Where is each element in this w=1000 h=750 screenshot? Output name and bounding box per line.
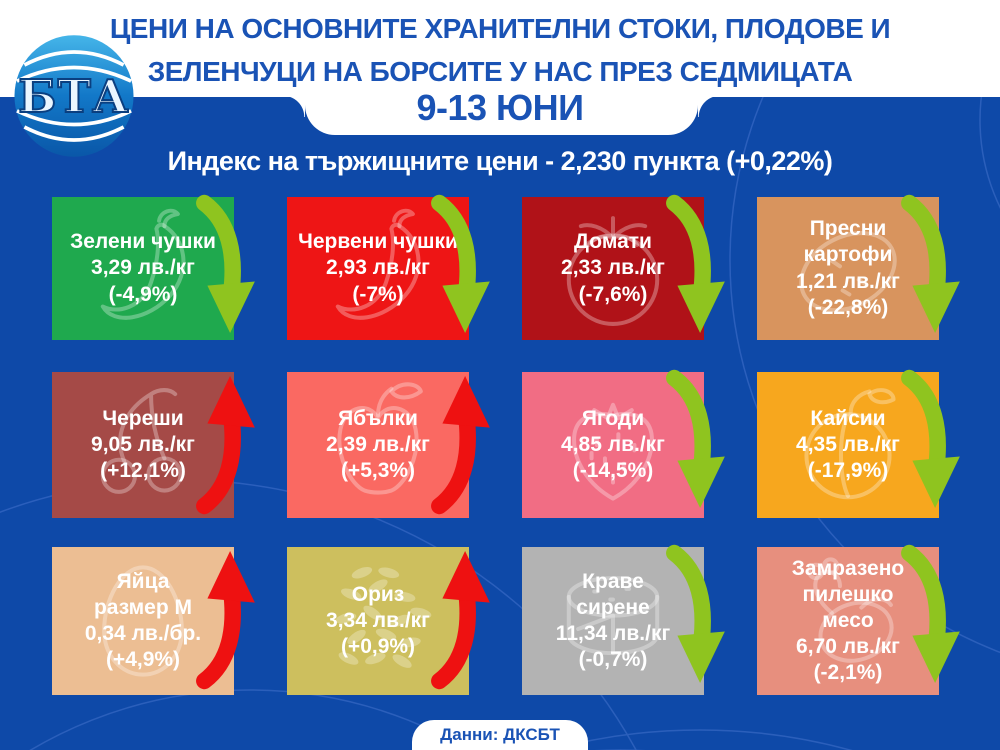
card-background — [522, 547, 704, 695]
product-change: (-7%) — [352, 282, 404, 306]
card-background — [52, 547, 234, 695]
price-card: Зелени чушки 3,29 лв./кг (-4,9%) — [52, 197, 234, 340]
card-background — [757, 547, 939, 695]
period-label: 9-13 ЮНИ — [416, 87, 584, 128]
product-price: 3,29 лв./кг — [91, 256, 195, 280]
card-background — [757, 372, 939, 518]
product-change: (-22,8%) — [807, 295, 889, 319]
price-card: Пресни картофи 1,21 лв./кг (-22,8%) — [757, 197, 939, 340]
product-name: Череши — [102, 406, 184, 430]
trend-down-icon — [429, 191, 495, 343]
product-change: (-17,9%) — [807, 459, 889, 483]
product-name: Червени чушки — [298, 230, 458, 254]
product-name: Пресни картофи — [803, 217, 893, 267]
product-price: 4,85 лв./кг — [561, 432, 665, 456]
product-price: 2,39 лв./кг — [326, 432, 430, 456]
tab-fillet-right — [698, 95, 720, 117]
trend-down-icon — [664, 366, 730, 518]
product-name: Ябълки — [338, 406, 418, 430]
trend-down-icon — [664, 191, 730, 343]
trend-down-icon — [194, 191, 260, 343]
price-card: Череши 9,05 лв./кг (+12,1%) — [52, 372, 234, 518]
product-change: (-7,6%) — [578, 282, 648, 306]
trend-down-icon — [664, 541, 730, 693]
page-title-line1: ЦЕНИ НА ОСНОВНИТЕ ХРАНИТЕЛНИ СТОКИ, ПЛОД… — [109, 13, 891, 44]
trend-down-icon — [899, 191, 965, 343]
trend-up-icon — [194, 541, 260, 693]
product-name: Ориз — [351, 582, 405, 606]
product-change: (-2,1%) — [813, 661, 883, 685]
trend-down-icon — [899, 366, 965, 518]
product-change: (+12,1%) — [100, 459, 186, 483]
tab-fillet-left — [283, 95, 305, 117]
product-change: (-4,9%) — [108, 282, 178, 306]
page-title-line2: ЗЕЛЕНЧУЦИ НА БОРСИТЕ У НАС ПРЕЗ СЕДМИЦАТ… — [147, 56, 853, 87]
footer-tab: Данни: ДКСБТ — [412, 720, 588, 750]
product-change: (-0,7%) — [578, 648, 648, 672]
product-price: 4,35 лв./кг — [796, 432, 900, 456]
product-name: Краве сирене — [576, 569, 650, 619]
product-change: (+4,9%) — [105, 648, 181, 672]
product-change: (+0,9%) — [340, 635, 416, 659]
header-band — [0, 0, 1000, 97]
trend-up-icon — [429, 541, 495, 693]
price-card: Краве сирене 11,34 лв./кг (-0,7%) — [522, 547, 704, 695]
trend-down-icon — [899, 541, 965, 693]
price-card: Замразено пилешко месо 6,70 лв./кг (-2,1… — [757, 547, 939, 695]
price-card: Кайсии 4,35 лв./кг (-17,9%) — [757, 372, 939, 518]
price-card: Ориз 3,34 лв./кг (+0,9%) — [287, 547, 469, 695]
price-card: Ягоди 4,85 лв./кг (-14,5%) — [522, 372, 704, 518]
price-card: Яйца размер М 0,34 лв./бр. (+4,9%) — [52, 547, 234, 695]
price-card: Червени чушки 2,93 лв./кг (-7%) — [287, 197, 469, 340]
market-index-line: Индекс на тържищните цени - 2,230 пункта… — [167, 146, 833, 176]
product-name: Зелени чушки — [70, 230, 216, 254]
date-tab — [305, 95, 698, 135]
product-price: 11,34 лв./кг — [555, 622, 671, 645]
product-price: 0,34 лв./бр. — [84, 622, 202, 645]
card-background — [287, 197, 469, 340]
product-price: 2,33 лв./кг — [561, 256, 665, 280]
price-card: Домати 2,33 лв./кг (-7,6%) — [522, 197, 704, 340]
product-name: Замразено пилешко месо — [791, 556, 905, 632]
product-change: (-14,5%) — [572, 459, 654, 483]
product-name: Домати — [574, 230, 652, 254]
card-background — [287, 547, 469, 695]
product-price: 6,70 лв./кг — [796, 635, 900, 659]
trend-up-icon — [194, 366, 260, 518]
product-price: 1,21 лв./кг — [796, 269, 900, 293]
card-background — [522, 197, 704, 340]
price-card: Ябълки 2,39 лв./кг (+5,3%) — [287, 372, 469, 518]
card-background — [287, 372, 469, 518]
bta-logo: БТА — [14, 35, 134, 157]
product-price: 2,93 лв./кг — [326, 256, 430, 280]
product-price: 9,05 лв./кг — [91, 432, 195, 456]
bta-logo-text: БТА — [18, 70, 129, 123]
card-background — [522, 372, 704, 518]
product-name: Ягоди — [581, 406, 645, 430]
product-price: 3,34 лв./кг — [326, 608, 430, 632]
product-name: Яйца размер М — [93, 569, 193, 619]
trend-up-icon — [429, 366, 495, 518]
data-source-label: Данни: ДКСБТ — [440, 725, 560, 744]
card-background — [757, 197, 939, 340]
card-background — [52, 197, 234, 340]
card-background — [52, 372, 234, 518]
product-change: (+5,3%) — [340, 459, 416, 483]
product-name: Кайсии — [810, 406, 886, 430]
